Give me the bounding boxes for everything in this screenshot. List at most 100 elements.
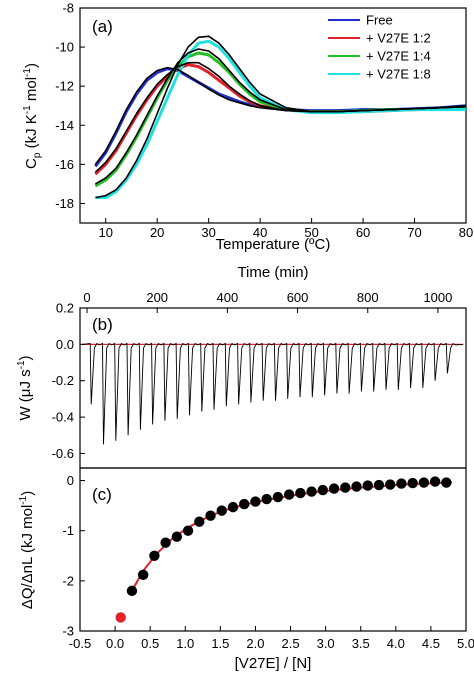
x-tick-label: 70 <box>407 225 421 240</box>
data-point <box>362 480 373 491</box>
x-tick-label: 2.5 <box>282 636 300 651</box>
data-point <box>385 479 396 490</box>
y-tick-label: 0.2 <box>56 301 74 316</box>
data-point <box>149 550 160 561</box>
panel-b-y-axis-title: W (μJ s-1) <box>16 355 34 420</box>
panel-a-y-axis: -18 -16 -14 -12 -10 -8 <box>55 1 85 211</box>
x-tick-label: 30 <box>201 225 215 240</box>
panel-c-data-points <box>115 476 452 623</box>
y-tick-label: -16 <box>55 157 74 172</box>
data-point <box>340 482 351 493</box>
data-point <box>351 481 362 492</box>
data-point <box>429 476 441 487</box>
panel-c: -0.5 0.0 0.5 1.0 1.5 2.0 2.5 3.0 3.5 4.0 4.5 5.0 0 -… <box>18 467 474 672</box>
x-tick-label: -0.5 <box>69 636 91 651</box>
data-point <box>182 525 194 536</box>
data-point <box>396 478 407 489</box>
x-tick-label: 50 <box>304 225 318 240</box>
x-tick-label: 5.0 <box>457 636 474 651</box>
panel-c-frame <box>79 467 467 632</box>
y-tick-label: -1 <box>62 523 74 538</box>
data-point <box>317 484 329 496</box>
data-point <box>261 493 272 505</box>
panel-b-top-axis: 0 200 400 600 800 1000 <box>83 290 452 313</box>
y-tick-label: 0 <box>67 473 74 488</box>
data-point <box>373 479 385 491</box>
fit-curve <box>95 35 467 199</box>
top-x-tick-label: 200 <box>146 290 168 305</box>
x-tick-label: 80 <box>459 225 473 240</box>
data-point <box>283 489 295 500</box>
data-point <box>216 505 227 516</box>
legend-label: + V27E 1:2 <box>366 31 431 46</box>
x-tick-label: 60 <box>356 225 370 240</box>
x-tick-label: 4.5 <box>422 636 440 651</box>
top-x-tick-label: 600 <box>287 290 309 305</box>
y-tick-label: -2 <box>62 573 74 588</box>
legend-label: Free <box>366 13 393 28</box>
data-point <box>306 486 317 497</box>
data-point <box>250 496 261 507</box>
x-tick-label: 0.5 <box>141 636 159 651</box>
panel-c-y-axis-title: ΔQ/ΔnL (kJ mol-1) <box>18 491 36 609</box>
legend-label: + V27E 1:4 <box>366 49 431 64</box>
data-point <box>418 477 430 488</box>
panel-a-label: (a) <box>92 17 113 36</box>
panel-c-label: (c) <box>92 485 112 504</box>
x-tick-label: 4.0 <box>387 636 405 651</box>
panel-a-frame <box>79 7 467 224</box>
data-point <box>328 483 340 494</box>
panel-a-x-axis-title: Temperature (ºC) <box>216 236 331 253</box>
data-point <box>227 501 239 513</box>
y-tick-label: 0.0 <box>56 337 74 352</box>
x-tick-label: 0.0 <box>106 636 124 651</box>
series-line-1 <box>94 67 467 168</box>
panel-a-legend: Free + V27E 1:2 + V27E 1:4 + V27E 1:8 <box>328 13 431 82</box>
data-point <box>137 569 149 581</box>
fit-curve <box>94 66 467 165</box>
top-x-tick-label: 400 <box>217 290 239 305</box>
x-tick-label: 20 <box>150 225 164 240</box>
panel-c-y-axis: 0 -1 -2 -3 <box>62 473 85 639</box>
x-tick-label: 1.0 <box>176 636 194 651</box>
panel-b-y-axis: 0.2 0.0 -0.2 -0.4 -0.6 <box>52 301 85 461</box>
series-line-4 <box>95 39 466 200</box>
panel-a-series <box>94 35 467 200</box>
y-tick-label: -18 <box>55 196 74 211</box>
y-tick-label: -14 <box>55 118 74 133</box>
data-point <box>160 537 171 548</box>
y-tick-label: -8 <box>62 1 74 16</box>
top-x-tick-label: 800 <box>357 290 379 305</box>
x-tick-label: 10 <box>98 225 112 240</box>
y-tick-label: -0.6 <box>52 446 74 461</box>
panel-a-x-axis: 10 20 30 40 50 60 70 80 <box>98 218 473 240</box>
data-point <box>407 477 418 489</box>
x-tick-label: 1.5 <box>211 636 229 651</box>
y-tick-label: -10 <box>55 40 74 55</box>
y-tick-label: -0.4 <box>52 410 74 425</box>
panel-a-y-axis-title: Cp (kJ K-1 mol-1) <box>22 63 43 169</box>
data-point <box>295 487 306 499</box>
panel-b-label: (b) <box>92 315 113 334</box>
x-tick-label: 3.0 <box>317 636 335 651</box>
panel-c-x-axis: -0.5 0.0 0.5 1.0 1.5 2.0 2.5 3.0 3.5 4.0 4.5 5.0 <box>69 626 474 651</box>
data-point <box>239 498 250 510</box>
thermogram-trace <box>81 342 464 445</box>
legend-label: + V27E 1:8 <box>366 67 431 82</box>
data-point <box>126 585 138 597</box>
panel-b-frame <box>79 307 467 469</box>
x-tick-label: 3.5 <box>352 636 370 651</box>
y-tick-label: -3 <box>62 624 74 639</box>
x-tick-label: 2.0 <box>246 636 264 651</box>
panel-b-thermogram <box>81 342 464 445</box>
data-point <box>194 516 205 527</box>
top-x-tick-label: 0 <box>83 290 90 305</box>
data-point <box>171 531 183 542</box>
x-tick-label: 40 <box>253 225 267 240</box>
data-point <box>272 491 284 503</box>
excluded-data-point <box>115 612 126 623</box>
data-point <box>205 510 216 521</box>
top-x-tick-label: 1000 <box>423 290 452 305</box>
panel-c-x-axis-title: [V27E] / [N] <box>235 655 312 672</box>
